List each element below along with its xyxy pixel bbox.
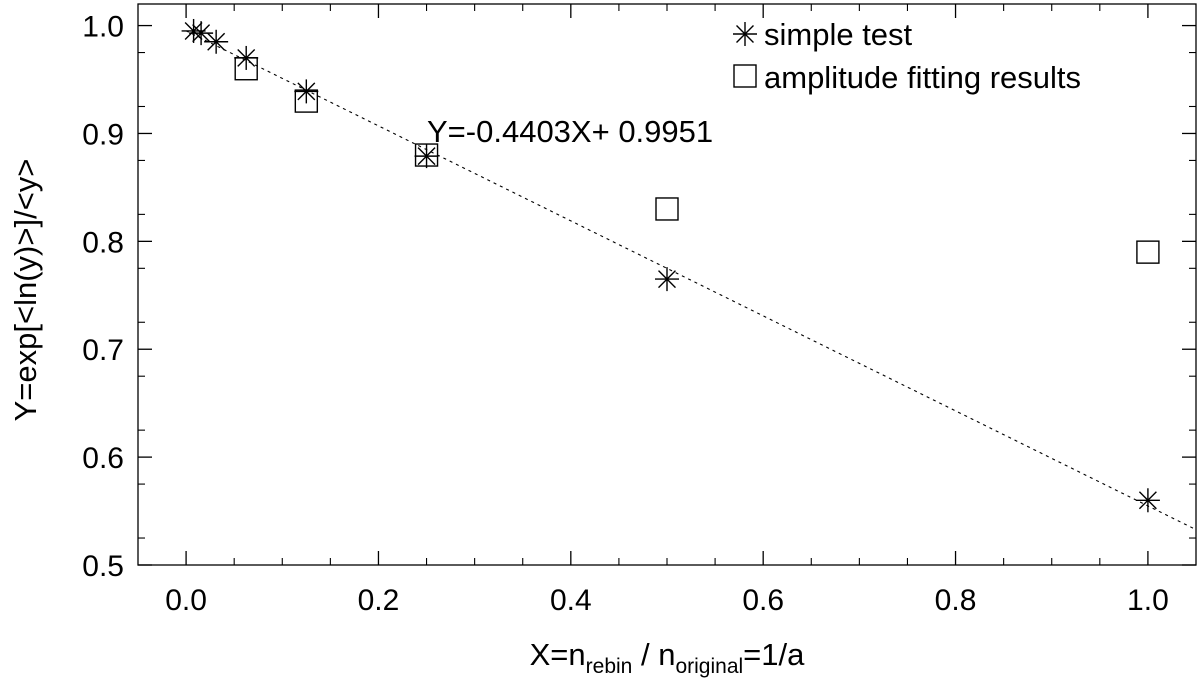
x-axis-label-middle: / n (632, 637, 675, 672)
data-point-amplitude-fitting (655, 197, 679, 221)
data-point-simple-test (1135, 488, 1160, 513)
x-axis-label-sub-rebin: rebin (586, 655, 633, 678)
x-axis-label-suffix: =1/a (743, 637, 805, 672)
data-point-simple-test (189, 21, 214, 46)
asterisk-stroke (207, 32, 226, 51)
asterisk-stroke (1138, 491, 1157, 510)
data-point-simple-test (414, 144, 439, 169)
x-axis-label-sub-original: original (675, 655, 743, 678)
data-point-amplitude-fitting (1136, 240, 1160, 264)
legend-label-amplitude-fitting: amplitude fitting results (764, 60, 1081, 95)
y-tick-label: 1.0 (82, 11, 124, 44)
x-tick-label: 0.4 (550, 584, 592, 617)
legend: simple test amplitude fitting results (733, 17, 1081, 95)
x-tick-label: 0.2 (358, 584, 400, 617)
legend-marker-amplitude-fitting (733, 64, 757, 88)
y-tick-label: 0.8 (82, 226, 124, 259)
legend-label-simple-test: simple test (764, 17, 913, 52)
asterisk-stroke (658, 270, 676, 289)
legend-square-icon (733, 64, 757, 88)
y-tick-label: 0.7 (82, 334, 124, 367)
x-axis-label: X=nrebin / noriginal=1/a (530, 637, 806, 678)
x-tick-label: 0.8 (935, 584, 977, 617)
asterisk-stroke (736, 25, 754, 43)
y-axis-label: Y=exp[<ln(y)>]/<y> (8, 159, 43, 422)
y-tick-label: 0.5 (82, 550, 124, 583)
x-axis-label-prefix: X=n (530, 637, 586, 672)
asterisk-stroke (192, 24, 211, 43)
x-tick-label: 1.0 (1127, 584, 1169, 617)
x-tick-label: 0.6 (742, 584, 784, 617)
data-point-amplitude-fitting (234, 57, 258, 81)
legend-marker-simple-test (733, 22, 757, 46)
data-point-amplitude-fitting (294, 89, 319, 113)
data-point-simple-test (181, 18, 206, 43)
asterisk-stroke (417, 147, 436, 166)
data-point-simple-test (204, 29, 229, 54)
asterisk-stroke (297, 82, 316, 101)
data-point-amplitude-fitting (414, 143, 439, 167)
legend-asterisk-icon (733, 22, 757, 46)
data-point-simple-test (655, 267, 679, 292)
fit-line (185, 30, 1197, 531)
asterisk-stroke (184, 21, 203, 40)
fit-equation-annotation: Y=-0.4403X+ 0.9951 (427, 114, 713, 149)
x-tick-label: 0.0 (165, 584, 207, 617)
y-tick-label: 0.6 (82, 442, 124, 475)
data-point-simple-test (294, 79, 319, 104)
y-tick-label: 0.9 (82, 118, 124, 151)
plot-area: 0.0 0.2 0.4 0.6 0.8 1.0 0.5 0.6 0.7 0.8 0.9 1.0 (82, 3, 1197, 617)
